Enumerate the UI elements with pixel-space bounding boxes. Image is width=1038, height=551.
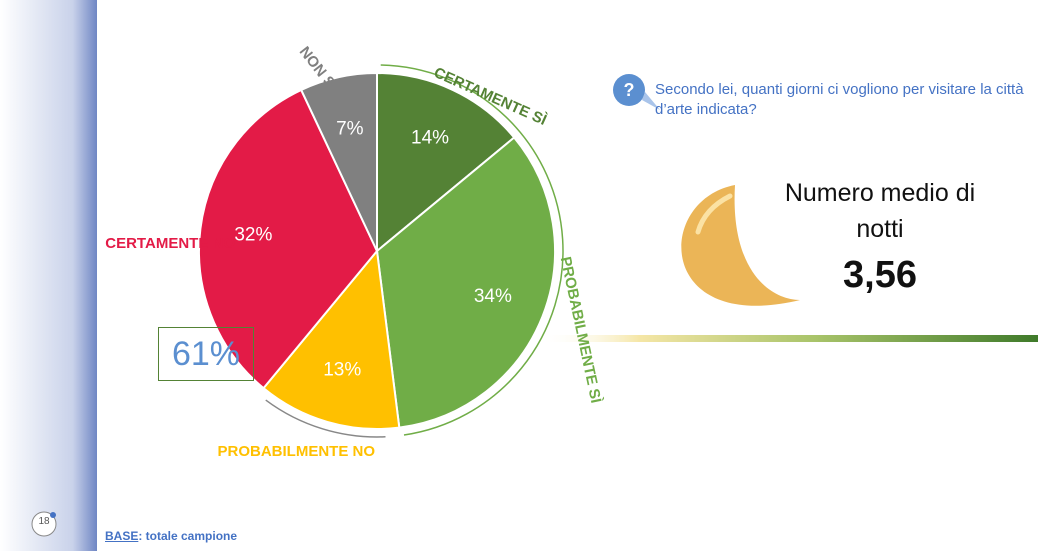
pie: 14% 34% 13% 32% 7% [198, 64, 564, 438]
page-circle [31, 511, 57, 537]
outline-arc [265, 399, 386, 438]
value-label: 14% [411, 127, 449, 148]
kpi-label: Numero medio di notti [784, 179, 976, 243]
footer: BASE: totale campione [105, 529, 237, 543]
question-icon: ? [613, 74, 660, 110]
question: Secondo lei, quanti giorni ci vogliono p… [655, 81, 1024, 118]
page-number: 18 [38, 516, 50, 527]
pie-slice [262, 248, 401, 430]
sidebar [0, 0, 97, 551]
annotation: 61% [158, 327, 254, 381]
value-label: 13% [323, 360, 361, 381]
footer-label: BASE [105, 529, 139, 543]
category-label: CERTAMENTE NO [105, 235, 235, 252]
category-label: PROBABILMENTE NO [217, 443, 376, 460]
pie-slice [198, 88, 379, 390]
value-label: 32% [234, 224, 272, 245]
value-label: 7% [336, 118, 364, 139]
outline-arc [380, 64, 564, 436]
svg-text:?: ? [624, 80, 635, 100]
divider [540, 335, 1038, 342]
pie-slice [299, 71, 378, 252]
value-label: 34% [474, 286, 512, 307]
moon-icon [681, 185, 800, 306]
pie-slice [375, 136, 556, 429]
footer-text: : totale campione [138, 529, 238, 543]
kpi-value: 3,56 [843, 254, 917, 296]
page-dot [50, 512, 56, 518]
pie-slice [376, 71, 516, 254]
